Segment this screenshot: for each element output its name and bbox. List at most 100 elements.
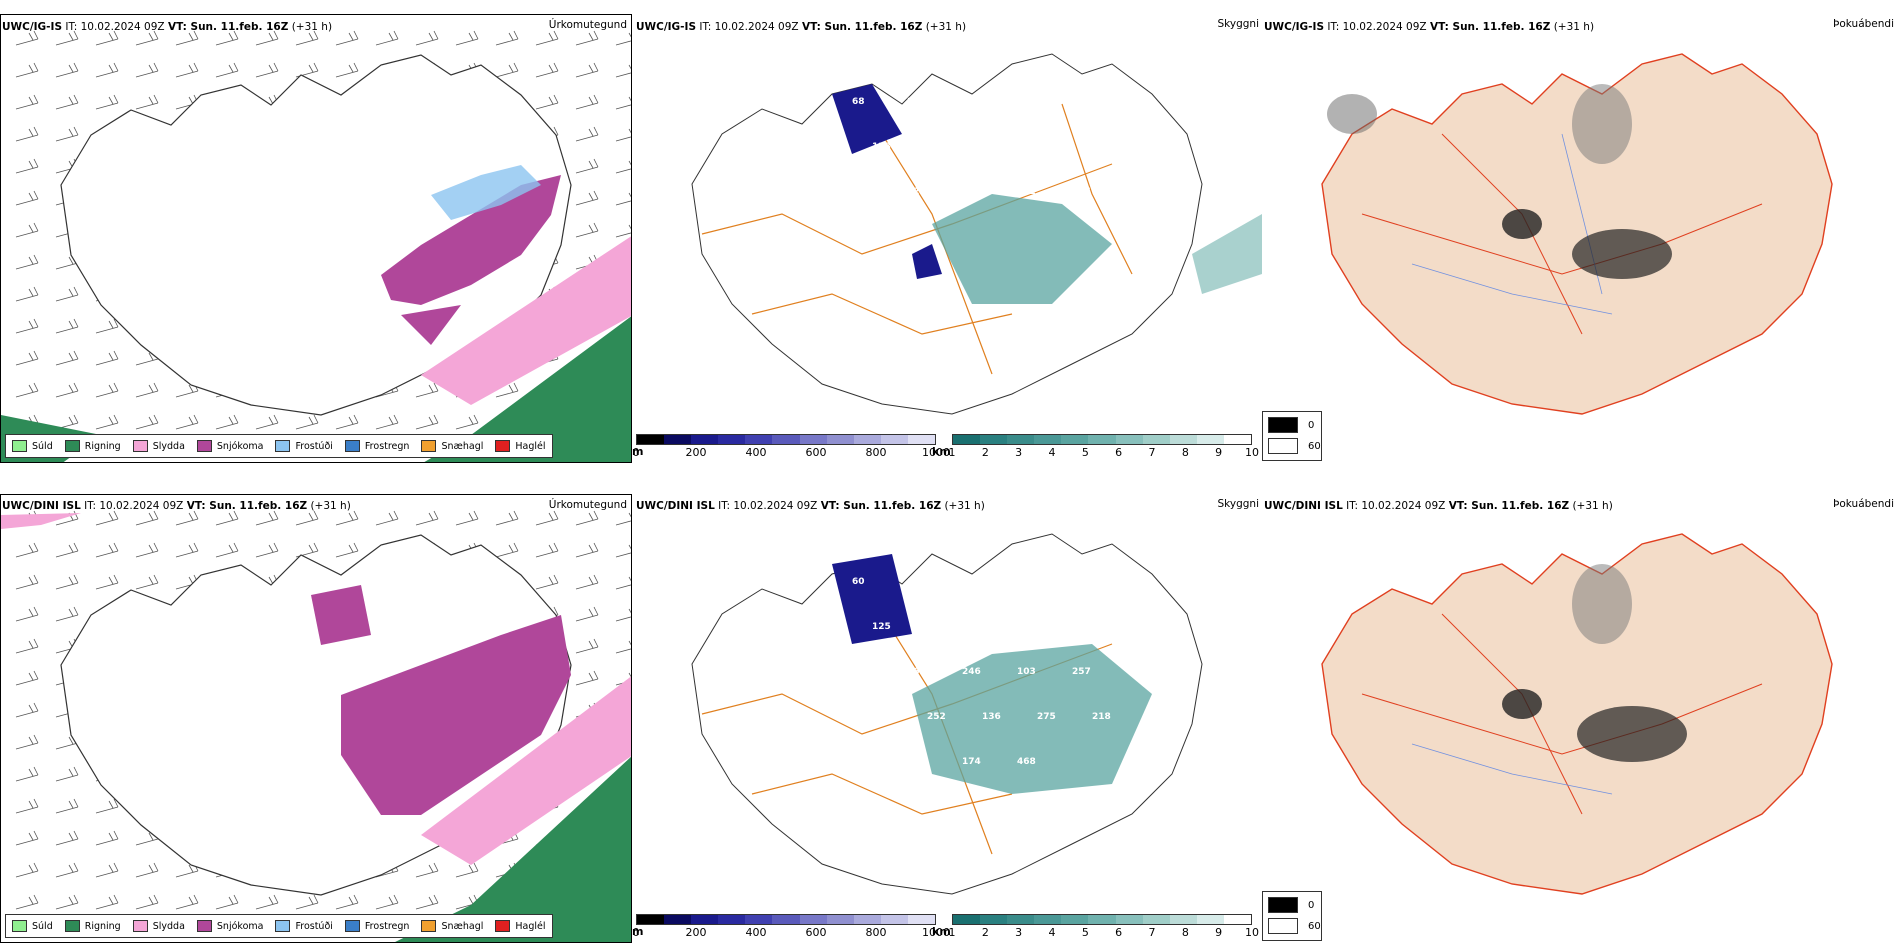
- colorbar-swatch: [1007, 435, 1035, 444]
- panel-title: Úrkomutegund: [548, 19, 627, 31]
- wind-barb: [215, 30, 239, 46]
- cloudbase-label: 275: [1037, 712, 1056, 722]
- cloudbase-colorbar: 0 200 400 600 800 1000 m: [632, 914, 951, 943]
- wind-barb: [55, 286, 79, 302]
- wind-barb: [175, 30, 199, 46]
- wind-barb: [255, 62, 279, 78]
- precip-map: [1, 510, 631, 942]
- cloudbase-ticks: 0 200 400 600 800 1000: [632, 925, 951, 939]
- wind-barb: [95, 94, 119, 110]
- wind-barb: [135, 30, 159, 46]
- cloudbase-label: 140: [982, 142, 1001, 152]
- wind-barb: [15, 702, 39, 718]
- wind-barb: [135, 542, 159, 558]
- iceland-outline: [60, 534, 572, 896]
- wind-barb: [255, 510, 279, 526]
- legend-label: Haglél: [515, 440, 546, 452]
- panel-title: Skyggni: [1217, 498, 1260, 510]
- fog-swatch-0: [1268, 417, 1298, 433]
- legend-swatch: [12, 440, 27, 452]
- wind-barb: [295, 414, 319, 430]
- panel-title: Þokuábendi: [1833, 18, 1894, 30]
- colorbar-swatch: [664, 915, 692, 924]
- legend-item-snjókoma: Snjókoma: [196, 440, 263, 452]
- colorbar-swatch: [980, 435, 1008, 444]
- cloudbase-label: 176: [1072, 187, 1091, 197]
- wind-barb: [15, 222, 39, 238]
- colorbar-swatch: [1115, 915, 1143, 924]
- visibility-colorbar: 1 2 3 4 5 6 7 8 9 10 km: [932, 434, 1259, 463]
- legend-swatch: [275, 440, 291, 452]
- legend-item-súld: Súld: [12, 920, 53, 932]
- wind-barb: [55, 94, 79, 110]
- wind-barb: [215, 62, 239, 78]
- colorbar-tick: 8: [1181, 446, 1189, 459]
- colorbar-swatch: [691, 915, 719, 924]
- panel-header-3: UWC/IG-IS IT: 10.02.2024 09Z VT: Sun. 11…: [1264, 21, 1595, 33]
- wind-barb: [495, 30, 519, 46]
- legend-swatch: [132, 440, 148, 452]
- cloudbase-label: 128: [872, 142, 891, 152]
- wind-barb: [95, 414, 119, 430]
- colorbar-swatch: [907, 435, 936, 444]
- wind-barb: [295, 62, 319, 78]
- wind-barb: [615, 32, 631, 46]
- cloudbase-label: 97: [1092, 142, 1105, 152]
- wind-barb: [95, 542, 119, 558]
- colorbar-swatch: [799, 915, 827, 924]
- colorbar-swatch: [880, 435, 908, 444]
- cloudbase-label: 103: [1017, 667, 1036, 677]
- wind-barb: [135, 94, 159, 110]
- colorbar-tick: 8: [1181, 926, 1189, 939]
- legend-label: Frostúði: [295, 440, 333, 452]
- fog-value-60: 60: [1308, 440, 1321, 452]
- wind-barb: [415, 382, 439, 398]
- wind-barb: [415, 862, 439, 878]
- legend-label: Snjókoma: [216, 920, 264, 932]
- wind-barb: [415, 414, 439, 430]
- wind-barb: [335, 542, 359, 558]
- legend-label: Snæhagl: [441, 440, 484, 452]
- colorbar-swatch: [1223, 435, 1252, 444]
- wind-barb: [415, 510, 439, 526]
- wind-barb: [575, 574, 599, 590]
- cloudbase-label: 163: [907, 667, 926, 677]
- panel-header-1: UWC/IG-IS IT: 10.02.2024 09Z VT: Sun. 11…: [2, 21, 333, 33]
- legend-item-haglél: Haglél: [495, 920, 546, 932]
- wind-barb: [135, 894, 159, 910]
- visibility-unit: km: [932, 445, 951, 458]
- wind-barb: [95, 30, 119, 46]
- legend-swatch: [344, 440, 360, 452]
- cloudbase-label: 200: [852, 667, 871, 677]
- visibility-map: 68 88 69 102 83 155 128 29 140 173 97 150 100 62 122 16…: [691, 53, 1262, 415]
- cloudbase-bar-swatches: [636, 914, 936, 925]
- wind-barb: [15, 766, 39, 782]
- colorbar-tick: 10: [1245, 926, 1259, 939]
- wind-barb: [95, 62, 119, 78]
- legend-label: Slydda: [152, 440, 185, 452]
- legend-swatch: [275, 920, 291, 932]
- colorbar-swatch: [1034, 915, 1062, 924]
- wind-barb: [15, 190, 39, 206]
- cloudbase-label: 136: [982, 712, 1001, 722]
- colorbar-tick: 0: [632, 926, 640, 939]
- wind-barb: [575, 638, 599, 654]
- wind-barb: [335, 414, 359, 430]
- legend-swatch: [196, 440, 212, 452]
- legend-label: Haglél: [515, 920, 546, 932]
- cloudbase-label: 83: [1072, 97, 1085, 107]
- wind-barb: [55, 766, 79, 782]
- wind-barb: [55, 542, 79, 558]
- wind-barb: [15, 606, 39, 622]
- visibility-bar-swatches: [952, 434, 1252, 445]
- wind-barb: [55, 62, 79, 78]
- wind-barb: [15, 798, 39, 814]
- iceland-outline: [1321, 53, 1833, 415]
- cloudbase-label: 29: [927, 142, 940, 152]
- cloudbase-label: 100: [852, 187, 871, 197]
- wind-barb: [15, 254, 39, 270]
- colorbar-tick: 1: [948, 446, 956, 459]
- colorbar-swatch: [1169, 915, 1197, 924]
- legend-label: Súld: [32, 440, 53, 452]
- legend-item-frostregn: Frostregn: [344, 920, 409, 932]
